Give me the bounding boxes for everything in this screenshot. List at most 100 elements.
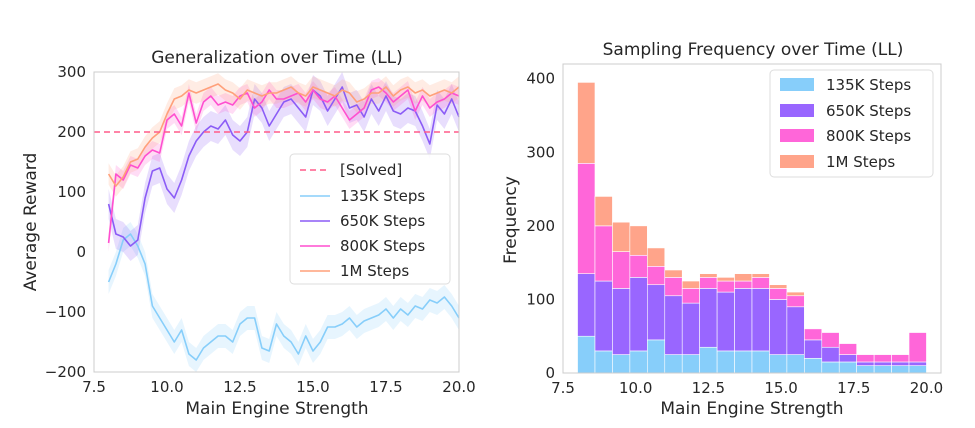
y-tick-labels: 300 200 100 0 −100 −200 — [45, 63, 86, 381]
x-tick-labels: 7.5 10.0 12.5 15.0 17.5 20.0 — [551, 379, 943, 397]
x-tick-label: 12.5 — [692, 379, 725, 397]
legend-label-650k: 650K Steps — [340, 212, 425, 230]
bar-135k-steps — [699, 346, 718, 374]
bar-800k-steps — [699, 277, 718, 289]
bar-1m-steps — [716, 277, 735, 282]
plot-frame — [562, 63, 942, 374]
bar-1m-steps — [734, 273, 753, 282]
bar-800k-steps — [891, 354, 910, 363]
y-tick-label: 300 — [526, 143, 555, 161]
bar-135k-steps — [908, 365, 927, 374]
y-tick-labels: 400 300 200 100 0 — [526, 70, 555, 382]
bar-650k-steps — [786, 306, 805, 355]
x-tick-label: 20.0 — [910, 379, 943, 397]
bar-650k-steps — [838, 354, 857, 363]
bar-650k-steps — [647, 284, 666, 341]
series-lines — [107, 83, 460, 361]
bar-135k-steps — [612, 354, 631, 374]
y-axis-label: Frequency — [501, 176, 521, 264]
y-tick-label: 200 — [526, 217, 555, 235]
chart-title: Sampling Frequency over Time (LL) — [603, 40, 904, 60]
bar-1m-steps — [664, 269, 683, 278]
line-800k-steps — [107, 86, 460, 244]
legend-swatch-1m — [780, 155, 814, 168]
bar-650k-steps — [716, 291, 735, 352]
line-135k-steps — [107, 233, 460, 361]
band-1m-steps — [108, 73, 459, 197]
bar-800k-steps — [838, 343, 857, 355]
x-tick-label: 10.0 — [619, 379, 652, 397]
bar-800k-steps — [751, 277, 770, 289]
bar-650k-steps — [664, 295, 683, 355]
bar-135k-steps — [838, 361, 857, 374]
bar-650k-steps — [908, 361, 927, 366]
band-650k-steps — [108, 72, 459, 261]
legend-label-650k: 650K Steps — [826, 102, 911, 120]
bar-650k-steps — [681, 302, 700, 355]
legend-label-1m: 1M Steps — [826, 153, 895, 171]
bar-650k-steps — [577, 273, 596, 337]
legend: [Solved] 135K Steps 650K Steps 800K Step… — [289, 153, 451, 285]
legend-label-800k: 800K Steps — [826, 127, 911, 145]
x-tick-label: 17.5 — [369, 378, 402, 396]
legend-swatch-135k — [780, 78, 814, 91]
bar-800k-steps — [647, 266, 666, 286]
bar-135k-steps — [681, 354, 700, 374]
y-tick-label: 200 — [57, 123, 86, 141]
legend-label-135k: 135K Steps — [340, 187, 425, 205]
bar-1m-steps — [629, 225, 648, 256]
plot-frame — [93, 71, 460, 373]
bar-135k-steps — [804, 357, 823, 374]
bar-135k-steps — [856, 365, 875, 374]
x-tick-label: 20.0 — [442, 378, 475, 396]
x-tick-labels: 7.5 10.0 12.5 15.0 17.5 20.0 — [82, 378, 476, 396]
band-135k-steps — [108, 222, 459, 372]
bar-650k-steps — [734, 288, 753, 352]
x-tick-label: 10.0 — [150, 378, 183, 396]
bar-800k-steps — [873, 354, 892, 363]
bar-650k-steps — [751, 288, 770, 352]
bar-650k-steps — [856, 361, 875, 366]
bar-135k-steps — [594, 350, 613, 374]
x-tick-label: 7.5 — [82, 378, 106, 396]
line-1m-steps — [107, 83, 460, 187]
bar-650k-steps — [804, 339, 823, 359]
bar-650k-steps — [699, 288, 718, 348]
bar-800k-steps — [856, 354, 875, 363]
legend-label-800k: 800K Steps — [340, 237, 425, 255]
bar-650k-steps — [873, 361, 892, 366]
bar-800k-steps — [664, 277, 683, 297]
y-tick-label: 100 — [57, 183, 86, 201]
legend: 135K Steps 650K Steps 800K Steps 1M Step… — [769, 69, 934, 178]
generalization-chart: Generalization over Time (LL) 7.5 10.0 12.… — [21, 48, 476, 419]
bar-650k-steps — [769, 299, 788, 355]
legend-swatch-650k — [780, 104, 814, 117]
y-tick-label: 100 — [526, 290, 555, 308]
bar-135k-steps — [821, 361, 840, 374]
bar-1m-steps — [786, 291, 805, 297]
y-tick-label: 0 — [545, 364, 555, 382]
bar-800k-steps — [821, 332, 840, 348]
bar-135k-steps — [873, 365, 892, 374]
bar-135k-steps — [629, 350, 648, 374]
y-tick-label: −100 — [45, 303, 86, 321]
bar-650k-steps — [891, 361, 910, 366]
bar-1m-steps — [612, 221, 631, 252]
bar-800k-steps — [629, 254, 648, 278]
histogram-bars — [577, 82, 927, 374]
bar-800k-steps — [594, 225, 613, 282]
bar-135k-steps — [751, 350, 770, 374]
bar-1m-steps — [699, 273, 718, 278]
y-axis-label: Average Reward — [21, 153, 41, 292]
bar-135k-steps — [786, 354, 805, 374]
legend-box — [769, 69, 934, 178]
bar-800k-steps — [769, 288, 788, 300]
legend-swatch-800k — [780, 129, 814, 142]
bar-800k-steps — [908, 332, 927, 363]
bar-135k-steps — [664, 354, 683, 374]
bar-135k-steps — [734, 350, 753, 374]
bar-1m-steps — [594, 196, 613, 227]
y-tick-label: 300 — [57, 63, 86, 81]
bar-800k-steps — [804, 328, 823, 341]
